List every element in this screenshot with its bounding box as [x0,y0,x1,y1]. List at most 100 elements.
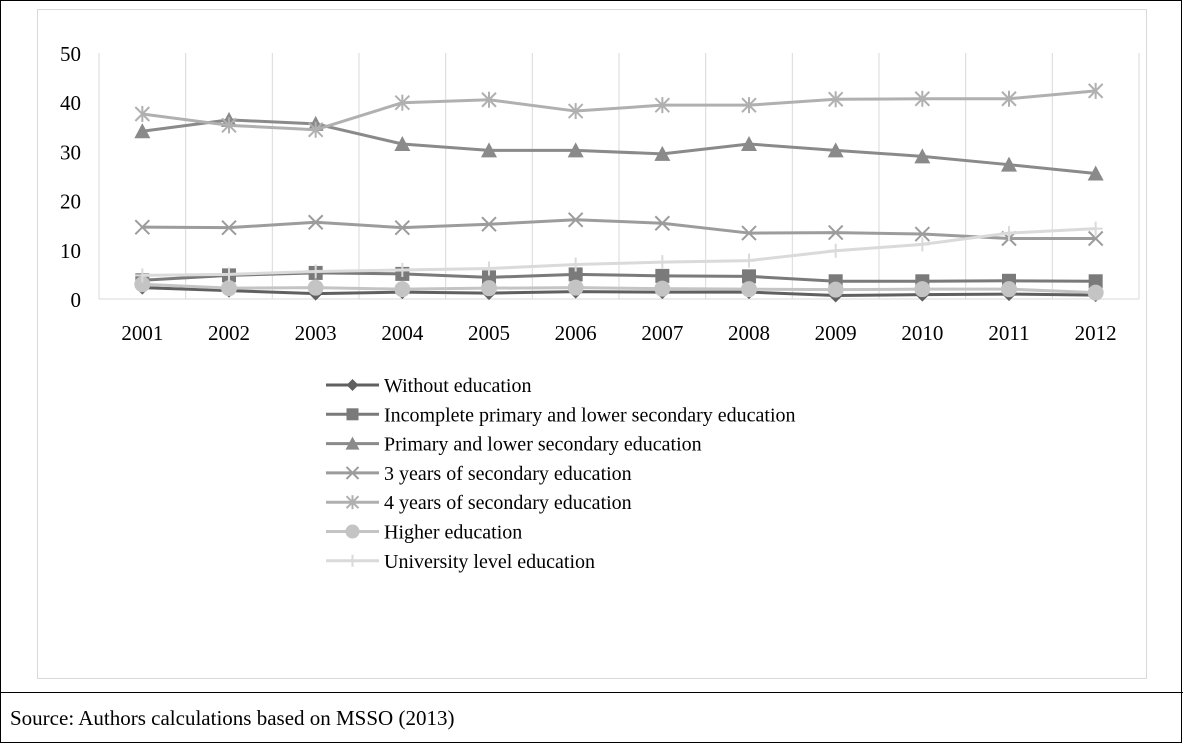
legend-entry: Incomplete primary and lower secondary e… [326,404,796,426]
y-tick-label: 0 [71,288,82,312]
chart-area-border [37,9,1147,679]
source-note: Source: Authors calculations based on MS… [10,706,455,730]
data-point [1087,165,1104,181]
data-point [914,281,931,298]
data-point [914,226,931,242]
marker-stroke [134,219,151,235]
series-4 [134,212,1104,247]
data-point [134,219,151,235]
legend-label: 3 years of secondary education [384,463,632,485]
legend-marker [345,524,360,539]
x-tick-label: 2005 [468,321,510,345]
marker-stroke [307,214,324,230]
data-point [482,261,496,276]
data-point [481,280,497,297]
data-point [914,90,931,107]
data-point [394,281,411,298]
axes: 0 10 20 30 40 50 2001 2002 2003 2004 2005 2006 2007 2… [60,42,1139,345]
data-point [394,94,411,111]
series-6 [134,276,1104,301]
legend: Without education Incomplete primary and … [326,375,796,573]
series-line [142,286,1096,298]
data-point [567,212,584,228]
data-point [134,123,151,139]
marker-stroke [221,219,237,236]
data-point [1002,226,1016,241]
x-tick-label: 2003 [295,321,337,345]
data-point [655,255,670,270]
data-point [134,276,151,293]
y-tick-label: 30 [60,140,81,164]
marker-stroke [394,219,411,236]
data-point [1087,230,1104,247]
data-point [1087,82,1104,99]
data-point [307,121,324,138]
legend-label: 4 years of secondary education [384,492,632,514]
x-tick-label: 2007 [641,321,683,345]
data-point [655,268,670,283]
data-point [1001,281,1017,298]
legend-marker [345,466,360,480]
data-point [741,136,757,152]
data-point [394,219,411,236]
legend-label: University level education [384,551,595,573]
legend-label: Primary and lower secondary education [384,434,702,456]
legend-entry: Higher education [326,522,522,544]
y-tick-label: 40 [60,91,81,115]
data-point [914,148,931,164]
data-point [567,279,584,296]
data-point [567,103,584,120]
data-point [915,237,930,252]
x-tick-label: 2012 [1075,321,1117,345]
legend-entry: Primary and lower secondary education [326,434,702,456]
source-divider [1,692,1183,693]
marker-stroke [741,225,757,241]
data-point [1088,274,1103,289]
data-point [1087,284,1104,301]
y-tick-label: 10 [60,239,81,263]
x-tick-label: 2001 [121,321,163,345]
legend-entry: University level education [326,551,595,573]
data-point [654,280,671,297]
marker-stroke [567,212,584,228]
data-point [827,142,844,158]
x-tick-label: 2008 [728,321,770,345]
marker-stroke [827,224,844,241]
marker-stroke [481,216,497,232]
marker-stroke [654,215,671,231]
x-tick-label: 2006 [555,321,597,345]
legend-entry: 4 years of secondary education [326,492,632,514]
data-point [135,268,150,283]
legend-entry: 3 years of secondary education [326,463,632,485]
x-tick-label: 2009 [815,321,857,345]
data-point [1001,156,1017,172]
data-point [742,269,756,284]
legend-label: Without education [384,375,532,397]
x-tick-label: 2004 [381,321,424,345]
data-point [741,97,757,114]
series-line [142,89,1096,132]
data-point [741,225,757,241]
data-point [567,142,584,158]
data-point [221,117,237,134]
data-point [307,214,324,230]
data-point [568,257,583,272]
data-point [742,253,756,268]
data-point [654,215,671,231]
data-point [654,97,671,114]
data-point [741,281,757,298]
x-tick-label: 2011 [988,321,1029,345]
y-tick-label: 50 [60,42,81,66]
data-point [654,145,671,161]
data-point [395,262,410,277]
series-5 [134,82,1104,138]
marker-stroke [914,226,931,242]
data-point [308,264,323,279]
data-point [828,243,843,258]
data-point [827,281,844,298]
data-point [481,91,497,108]
data-point [1001,90,1017,107]
x-tick-label: 2010 [901,321,943,345]
legend-label: Higher education [384,522,522,544]
